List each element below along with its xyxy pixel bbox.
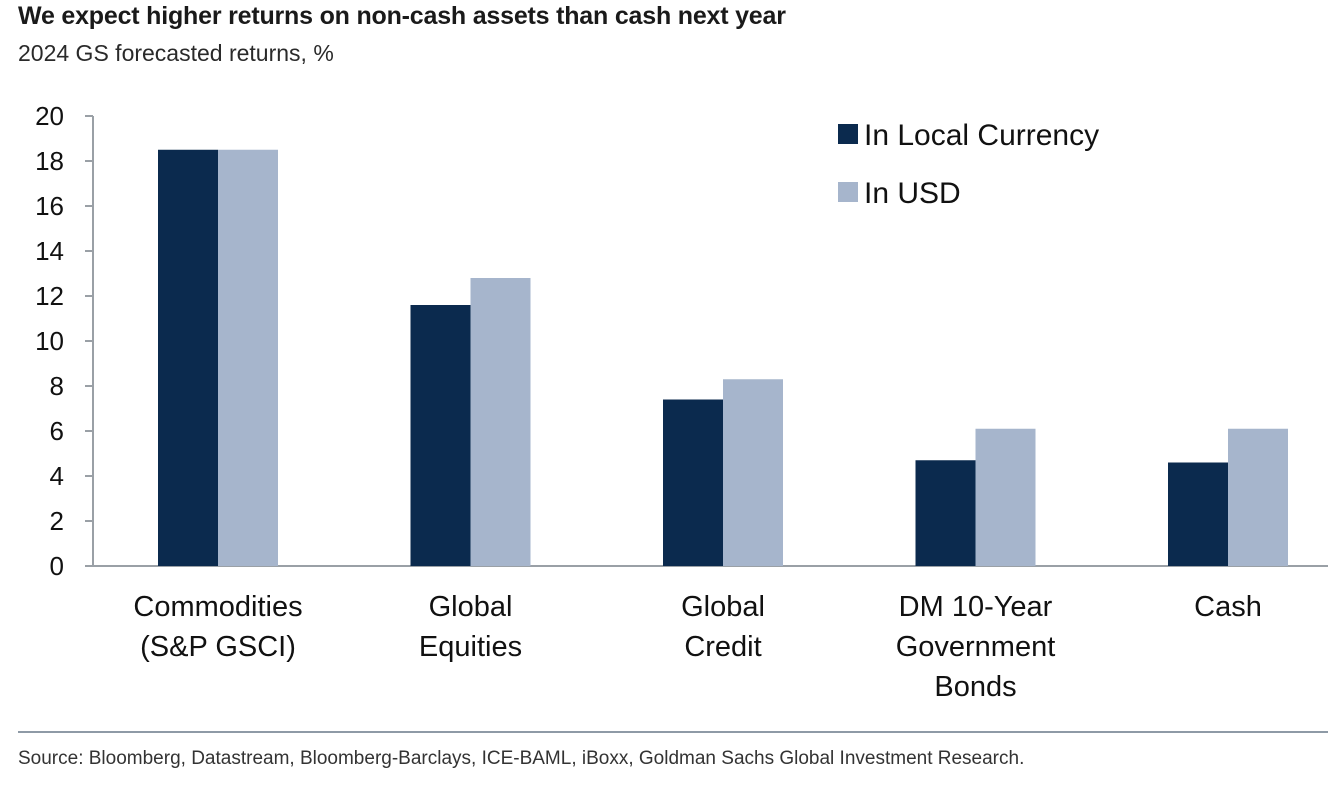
y-tick-label: 10 [35, 326, 64, 356]
chart-title: We expect higher returns on non-cash ass… [18, 2, 786, 30]
category-label: Credit [684, 631, 761, 663]
bar-local-currency [1168, 462, 1228, 566]
legend-swatch [838, 182, 858, 202]
legend-swatch [838, 124, 858, 144]
bar-usd [723, 379, 783, 566]
legend-label: In USD [864, 177, 961, 210]
y-tick-label: 2 [50, 506, 64, 536]
category-label: Equities [419, 631, 522, 663]
source-note: Source: Bloomberg, Datastream, Bloomberg… [18, 748, 1025, 769]
bar-usd [218, 149, 278, 566]
bar-usd [1228, 428, 1288, 566]
legend: In Local Currency In USD [838, 119, 1099, 210]
bar-local-currency [410, 305, 471, 566]
y-axis: 0 2 4 6 8 10 12 14 16 18 20 [35, 101, 94, 581]
y-tick-label: 20 [35, 101, 64, 131]
category-label: Commodities [133, 591, 302, 623]
bar-local-currency [158, 149, 218, 566]
category-labels: Commodities (S&P GSCI) Global Equities Globa… [133, 591, 1261, 703]
y-tick-label: 8 [50, 371, 64, 401]
y-tick-label: 4 [50, 461, 64, 491]
category-label: Government [896, 631, 1056, 663]
bar-local-currency [915, 460, 976, 566]
category-label: (S&P GSCI) [140, 631, 296, 663]
y-tick-label: 12 [35, 281, 64, 311]
category-label: Global [429, 591, 513, 623]
y-tick-label: 16 [35, 191, 64, 221]
legend-label: In Local Currency [864, 119, 1099, 152]
bar-chart: 0 2 4 6 8 10 12 14 16 18 20 Commodities (S&P GSCI) G… [35, 101, 1328, 703]
chart-subtitle: 2024 GS forecasted returns, % [18, 40, 334, 66]
y-tick-label: 18 [35, 146, 64, 176]
footer-divider [18, 731, 1328, 733]
category-label: Cash [1194, 591, 1262, 623]
bars [158, 149, 1288, 566]
category-label: Bonds [934, 671, 1016, 703]
y-tick-label: 0 [50, 551, 64, 581]
bar-usd [975, 428, 1036, 566]
y-tick-label: 14 [35, 236, 64, 266]
category-label: DM 10-Year [899, 591, 1053, 623]
category-label: Global [681, 591, 765, 623]
bar-local-currency [663, 399, 723, 566]
y-tick-label: 6 [50, 416, 64, 446]
bar-usd [470, 278, 531, 566]
